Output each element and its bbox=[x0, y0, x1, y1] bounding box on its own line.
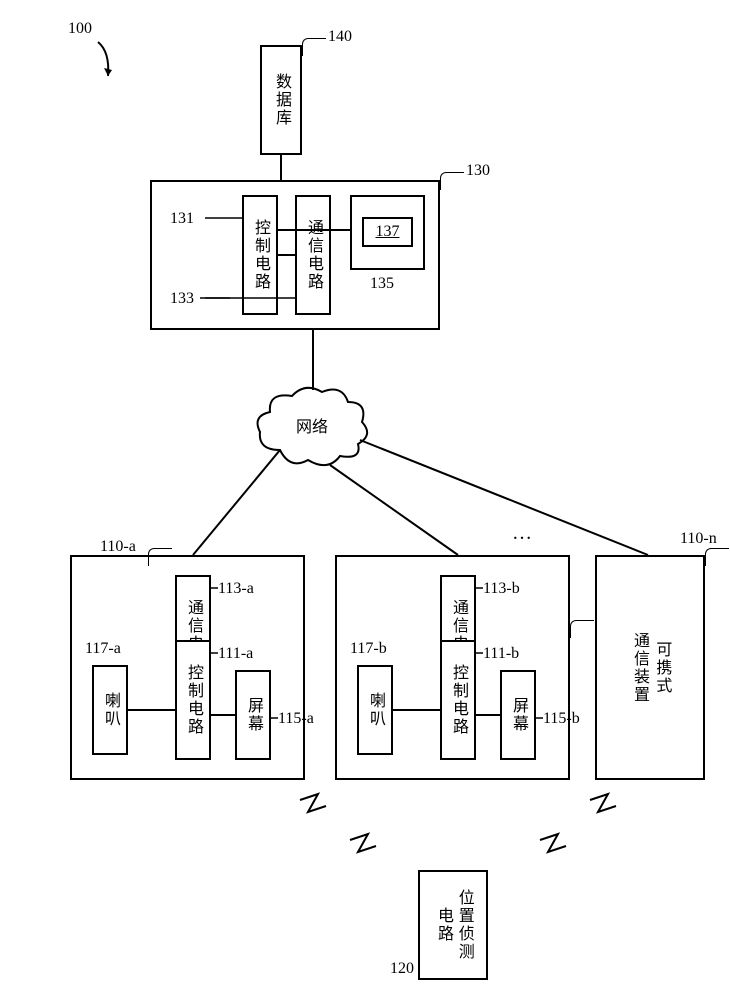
figure-ref-text: 100 bbox=[68, 20, 92, 37]
device-a-control-label: 控制电路 bbox=[181, 664, 205, 736]
device-a-screen-label: 屏幕 bbox=[241, 697, 265, 733]
location-label-line1: 位置侦测 bbox=[456, 889, 473, 961]
device-a-comm-ref: 113-a bbox=[218, 580, 254, 598]
server-storage-inner-label: 137 bbox=[376, 223, 400, 241]
device-b-control-label: 控制电路 bbox=[446, 664, 470, 736]
server-storage-ref: 135 bbox=[370, 275, 394, 293]
device-n-ref: 110-n bbox=[680, 530, 717, 548]
server-comm-box: 通信电路 bbox=[295, 195, 331, 315]
device-b-screen-box: 屏幕 bbox=[500, 670, 536, 760]
system-block-diagram: 100 数据库 140 130 控制电路 131 通信电路 133 137 13… bbox=[0, 0, 730, 1000]
device-n-label: 可携式 通信装置 bbox=[628, 632, 673, 704]
database-label: 数据库 bbox=[269, 73, 293, 127]
device-b-speaker-box: 喇叭 bbox=[357, 665, 393, 755]
device-n-label-line2: 通信装置 bbox=[631, 632, 648, 704]
device-b-screen-ref: 115-b bbox=[543, 710, 580, 728]
device-a-control-box: 控制电路 bbox=[175, 640, 211, 760]
device-b-leader bbox=[570, 620, 594, 638]
ellipsis: … bbox=[510, 522, 533, 552]
database-box: 数据库 bbox=[260, 45, 302, 155]
device-a-screen-box: 屏幕 bbox=[235, 670, 271, 760]
server-control-ref: 131 bbox=[170, 210, 194, 228]
figure-arc bbox=[0, 0, 730, 1000]
device-n-box: 可携式 通信装置 bbox=[595, 555, 705, 780]
device-b-screen-label: 屏幕 bbox=[506, 697, 530, 733]
figure-ref: 100 bbox=[68, 20, 92, 38]
device-a-screen-ref: 115-a bbox=[278, 710, 314, 728]
location-ref: 120 bbox=[390, 960, 414, 978]
server-ref: 130 bbox=[466, 162, 490, 180]
device-n-leader bbox=[705, 548, 729, 566]
server-control-label: 控制电路 bbox=[248, 219, 272, 291]
location-label-line2: 电路 bbox=[435, 907, 452, 943]
device-a-control-ref: 111-a bbox=[218, 645, 253, 663]
server-control-box: 控制电路 bbox=[242, 195, 278, 315]
device-a-speaker-ref: 117-a bbox=[85, 640, 121, 658]
ellipsis-text: … bbox=[510, 522, 533, 546]
device-a-leader bbox=[148, 548, 172, 566]
server-storage-inner-box: 137 bbox=[362, 217, 413, 247]
device-n-label-line1: 可携式 bbox=[653, 641, 670, 695]
server-leader bbox=[440, 172, 464, 190]
device-b-control-ref: 111-b bbox=[483, 645, 519, 663]
device-a-ref: 110-a bbox=[100, 538, 136, 556]
database-leader bbox=[302, 38, 326, 56]
connectors bbox=[0, 0, 730, 1000]
device-a-speaker-label: 喇叭 bbox=[98, 692, 122, 728]
device-b-speaker-label: 喇叭 bbox=[363, 692, 387, 728]
database-ref: 140 bbox=[328, 28, 352, 46]
location-label: 位置侦测 电路 bbox=[432, 889, 474, 961]
device-b-speaker-ref: 117-b bbox=[350, 640, 387, 658]
device-b-comm-ref: 113-b bbox=[483, 580, 520, 598]
device-b-control-box: 控制电路 bbox=[440, 640, 476, 760]
ref-leaders bbox=[0, 0, 730, 1000]
device-a-speaker-box: 喇叭 bbox=[92, 665, 128, 755]
network-label-svg: 网络 bbox=[296, 417, 328, 436]
server-comm-label: 通信电路 bbox=[301, 219, 325, 291]
server-comm-ref: 133 bbox=[170, 290, 194, 308]
network-cloud: 网络 bbox=[250, 380, 375, 475]
location-box: 位置侦测 电路 bbox=[418, 870, 488, 980]
